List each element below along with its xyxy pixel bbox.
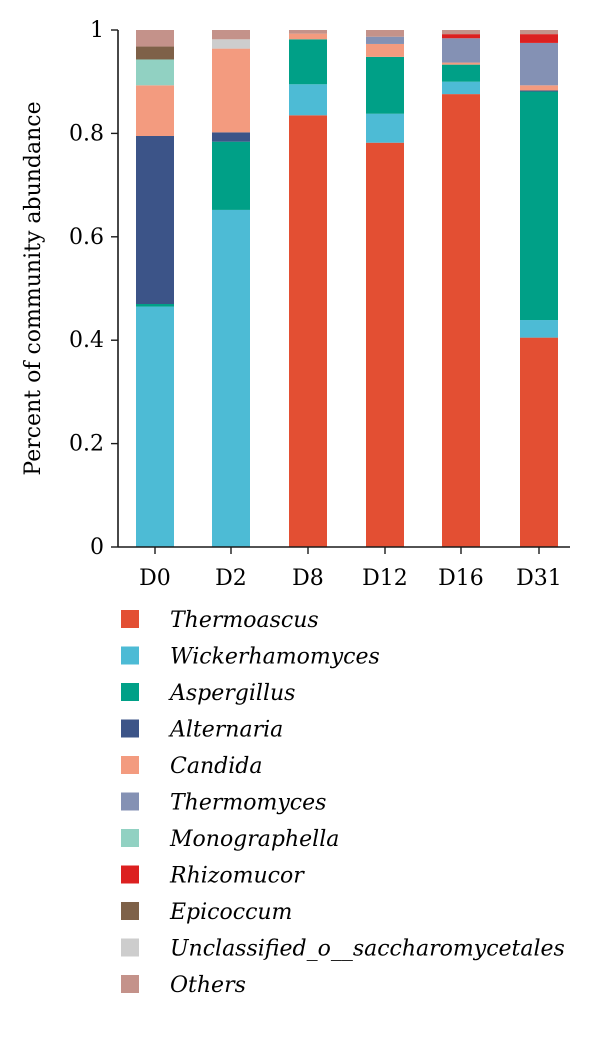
bar-segment-d12-thermomyces: [366, 36, 404, 44]
legend-swatch: [121, 975, 139, 993]
y-tick-label: 0.4: [69, 328, 104, 353]
bar-segment-d16-rhizomucor: [442, 34, 480, 39]
legend-label: Unclassified_o__saccharomycetales: [170, 937, 565, 962]
bar-segment-d16-wickerhamomyces: [442, 81, 480, 95]
bar-segment-d0-wickerhamomyces: [136, 306, 174, 547]
legend-swatch: [121, 683, 139, 701]
x-tick-label-d8: D8: [292, 566, 324, 591]
bar-segment-d0-alternaria: [136, 135, 174, 305]
legend-label: Thermomyces: [170, 791, 326, 816]
bar-segment-d12-thermoascus: [366, 142, 404, 547]
legend-label: Rhizomucor: [169, 864, 305, 889]
legend-swatch: [121, 829, 139, 847]
y-tick-label: 0.2: [69, 432, 104, 457]
bar-segment-d0-others: [136, 30, 174, 47]
y-axis-title-group: Percent of community abundance: [21, 101, 46, 475]
bar-segment-d2-candida: [212, 48, 250, 133]
bar-segment-d2-unclassified-o-saccharomycetales: [212, 39, 250, 49]
bar-segment-d2-aspergillus: [212, 141, 250, 210]
bar-segment-d12-others: [366, 30, 404, 37]
x-tick-label-d2: D2: [215, 566, 247, 591]
axes-group: [117, 30, 570, 548]
legend-swatch: [121, 902, 139, 920]
x-tick-label-d12: D12: [362, 566, 408, 591]
y-axis-title: Percent of community abundance: [21, 101, 46, 475]
legend-item: Rhizomucor: [121, 864, 305, 889]
bar-segment-d16-thermoascus: [442, 94, 480, 547]
bar-segment-d0-epicoccum: [136, 46, 174, 60]
bar-segment-d16-candida: [442, 62, 480, 65]
legend-item: Epicoccum: [121, 900, 292, 925]
bar-segment-d12-wickerhamomyces: [366, 113, 404, 143]
legend-label: Candida: [170, 754, 262, 779]
legend-swatch: [121, 646, 139, 665]
bar-segment-d31-alternaria: [520, 90, 558, 92]
bar-segment-d31-thermoascus: [520, 337, 558, 547]
x-tick-label-d31: D31: [516, 566, 562, 591]
bar-segment-d2-others: [212, 30, 250, 40]
bar-segment-d31-candida: [520, 85, 558, 91]
legend-label: Aspergillus: [168, 681, 295, 706]
legend: Thermoascus Wickerhamomyces Aspergillus Alt…: [121, 608, 565, 998]
bar-segment-d8-aspergillus: [289, 39, 327, 85]
x-ticks-group: D0 D2 D8 D12 D16 D31: [139, 547, 562, 591]
bar-segment-d8-others: [289, 30, 327, 34]
bar-segment-d0-monographella: [136, 59, 174, 86]
legend-item: Others: [121, 973, 246, 998]
bar-segment-d12-aspergillus: [366, 56, 404, 114]
bar-segment-d31-rhizomucor: [520, 34, 558, 43]
y-tick-label: 0.6: [69, 225, 104, 250]
y-tick-label: 0.8: [69, 121, 104, 146]
bar-segment-d16-aspergillus: [442, 64, 480, 82]
bars-group: [136, 30, 558, 548]
legend-label: Thermoascus: [170, 608, 319, 633]
legend-swatch: [121, 792, 139, 811]
bar-segment-d12-candida: [366, 43, 404, 57]
legend-swatch: [121, 938, 139, 957]
legend-swatch: [121, 865, 139, 884]
bar-segment-d31-thermomyces: [520, 42, 558, 86]
legend-item: Aspergillus: [121, 681, 295, 706]
bar-segment-d31-wickerhamomyces: [520, 320, 558, 338]
x-tick-label-d16: D16: [438, 566, 484, 591]
bar-segment-d8-candida: [289, 33, 327, 40]
bar-segment-d0-aspergillus: [136, 304, 174, 307]
legend-item: Alternaria: [121, 718, 283, 743]
legend-label: Epicoccum: [169, 900, 292, 925]
legend-item: Wickerhamomyces: [121, 645, 380, 670]
legend-label: Alternaria: [168, 718, 283, 743]
legend-label: Monographella: [169, 827, 339, 852]
bar-segment-d2-wickerhamomyces: [212, 209, 250, 547]
legend-item: Candida: [121, 754, 262, 779]
bar-segment-d16-thermomyces: [442, 38, 480, 63]
legend-swatch: [121, 610, 139, 628]
legend-label: Wickerhamomyces: [170, 645, 380, 670]
legend-swatch: [121, 719, 139, 738]
legend-item: Monographella: [121, 827, 339, 852]
bar-segment-d0-candida: [136, 85, 174, 136]
legend-item: Unclassified_o__saccharomycetales: [121, 937, 565, 962]
bar-segment-d31-aspergillus: [520, 91, 558, 321]
legend-item: Thermoascus: [121, 608, 319, 633]
y-ticks-group: 0 0.2 0.4 0.6 0.8 1: [69, 18, 118, 560]
legend-item: Thermomyces: [121, 791, 326, 816]
y-tick-label: 0: [90, 535, 104, 560]
bar-segment-d8-thermoascus: [289, 115, 327, 548]
bar-segment-d16-others: [442, 30, 480, 35]
bar-segment-d8-wickerhamomyces: [289, 84, 327, 116]
y-tick-label: 1: [90, 18, 104, 43]
bar-segment-d2-alternaria: [212, 132, 250, 142]
legend-label: Others: [170, 973, 246, 998]
x-tick-label-d0: D0: [139, 566, 171, 591]
bar-segment-d31-others: [520, 30, 558, 35]
legend-swatch: [121, 756, 139, 774]
